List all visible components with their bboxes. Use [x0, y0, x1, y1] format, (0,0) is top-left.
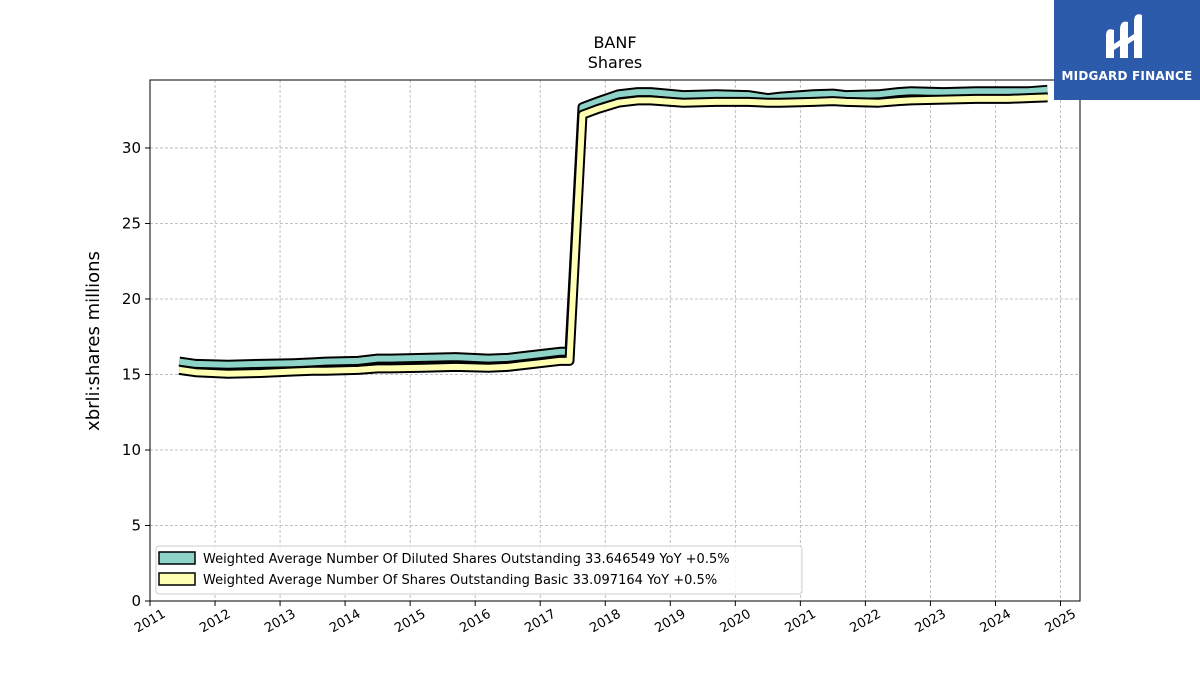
y-tick-label: 30: [122, 139, 141, 157]
chart-title: BANF: [593, 33, 636, 52]
legend-label-basic: Weighted Average Number Of Shares Outsta…: [203, 573, 717, 588]
series-outline-1: [178, 92, 1048, 379]
legend-label-diluted: Weighted Average Number Of Diluted Share…: [203, 552, 730, 567]
y-tick-label: 20: [122, 290, 141, 308]
y-tick-label: 15: [122, 365, 141, 383]
y-tick-label: 25: [122, 214, 141, 232]
y-axis-label: xbrli:shares millions: [83, 251, 104, 431]
y-tick-label: 5: [131, 516, 141, 534]
chart-grid: [149, 80, 1080, 602]
legend-swatch-basic: [158, 572, 196, 586]
x-tick-label: 2022: [848, 607, 884, 637]
series-line-0: [178, 86, 1048, 368]
series-line-1: [178, 94, 1048, 377]
x-tick-label: 2025: [1043, 607, 1079, 637]
x-tick-label: 2023: [913, 607, 949, 637]
x-tick-label: 2017: [522, 607, 558, 637]
chart-subtitle: Shares: [588, 53, 643, 72]
x-tick-label: 2011: [132, 607, 168, 637]
series-outline-0: [178, 84, 1048, 370]
x-tick-label: 2020: [717, 607, 753, 637]
midgard-logo-icon: [1106, 14, 1142, 58]
brand-name: MIDGARD FINANCE: [1061, 69, 1193, 83]
x-tick-label: 2012: [197, 607, 233, 637]
chart-series-layer: [178, 84, 1048, 379]
x-tick-label: 2013: [262, 607, 298, 637]
x-tick-label: 2024: [978, 607, 1014, 637]
plot-frame: [149, 79, 1081, 602]
legend-frame: [155, 545, 803, 595]
y-tick-label: 0: [131, 592, 141, 610]
x-tick-label: 2019: [652, 607, 688, 637]
x-tick-label: 2021: [783, 607, 819, 637]
legend-swatch-diluted: [158, 551, 196, 565]
x-tick-label: 2018: [587, 607, 623, 637]
x-tick-label: 2015: [392, 607, 428, 637]
x-tick-label: 2014: [327, 607, 363, 637]
x-axis: 2011 2012 2013 2014 2015 2016 2017 2018 2019 2020…: [132, 601, 1079, 636]
chart-legend: Weighted Average Number Of Diluted Share…: [155, 545, 803, 595]
y-axis: 0 5 10 15 20 25 30: [122, 139, 150, 610]
midgard-finance-logo: MIDGARD FINANCE: [1054, 0, 1200, 100]
y-tick-label: 10: [122, 441, 141, 459]
x-tick-label: 2016: [457, 607, 493, 637]
